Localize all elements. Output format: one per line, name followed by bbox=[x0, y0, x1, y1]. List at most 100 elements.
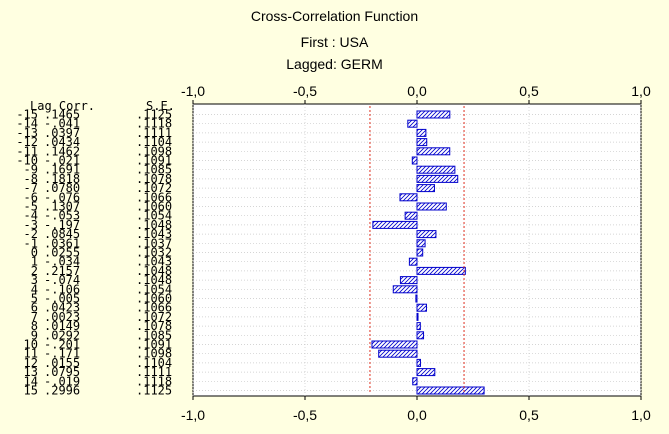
x-tick-label-top: -1,0 bbox=[181, 83, 205, 99]
ccf-bar bbox=[416, 239, 426, 248]
ccf-bar bbox=[408, 257, 418, 266]
lag-label: -14 bbox=[16, 117, 38, 131]
lag-label: 0 bbox=[31, 246, 38, 260]
ccf-bar bbox=[416, 303, 427, 312]
se-label: .1091 bbox=[136, 338, 172, 352]
se-label: .1085 bbox=[136, 328, 172, 342]
lag-label: -9 bbox=[24, 163, 38, 177]
lag-label: 14 bbox=[24, 374, 38, 388]
x-tick-label-bottom: 1,0 bbox=[631, 407, 651, 423]
lag-label: -6 bbox=[24, 190, 38, 204]
se-label: .1054 bbox=[136, 282, 172, 296]
lag-label: 4 bbox=[31, 282, 38, 296]
corr-label: -.201 bbox=[44, 338, 80, 352]
corr-label: .0149 bbox=[44, 319, 80, 333]
corr-label: .0845 bbox=[44, 227, 80, 241]
corr-label: -.034 bbox=[44, 255, 80, 269]
x-tick-label-top: -0,5 bbox=[293, 83, 317, 99]
ccf-bar bbox=[415, 294, 418, 303]
corr-label: -.106 bbox=[44, 282, 80, 296]
lag-label: 13 bbox=[24, 365, 38, 379]
x-tick-label-bottom: -1,0 bbox=[181, 407, 205, 423]
ccf-bar bbox=[416, 322, 421, 331]
lag-label: -8 bbox=[24, 172, 38, 186]
se-label: .1048 bbox=[136, 218, 172, 232]
ccf-bar bbox=[371, 340, 418, 349]
x-tick-label-top: 0,5 bbox=[519, 83, 539, 99]
se-label: .1085 bbox=[136, 163, 172, 177]
corr-label: .1307 bbox=[44, 200, 80, 214]
corr-label: -.021 bbox=[44, 154, 80, 168]
lag-label: -15 bbox=[16, 108, 38, 122]
se-label: .1054 bbox=[136, 209, 172, 223]
ccf-bar bbox=[399, 276, 418, 285]
lag-label: 2 bbox=[31, 264, 38, 278]
table-header: Lag Corr. S.E. bbox=[30, 99, 175, 113]
corr-label: .1691 bbox=[44, 163, 80, 177]
se-label: .1032 bbox=[136, 246, 172, 260]
corr-label: -.074 bbox=[44, 273, 80, 287]
ccf-bar bbox=[416, 165, 456, 174]
se-label: .1104 bbox=[136, 356, 172, 370]
lag-label: -1 bbox=[24, 236, 38, 250]
lag-label: 8 bbox=[31, 319, 38, 333]
corr-label: -.076 bbox=[44, 190, 80, 204]
lag-label: 11 bbox=[24, 347, 38, 361]
ccf-bar bbox=[416, 368, 436, 377]
ccf-bar bbox=[416, 248, 424, 257]
corr-label: .1465 bbox=[44, 108, 80, 122]
ccf-bar bbox=[392, 285, 418, 294]
chart-title: Cross-Correlation Function bbox=[250, 8, 419, 24]
x-tick-label-bottom: -0,5 bbox=[293, 407, 317, 423]
lag-label: -11 bbox=[16, 144, 38, 158]
lag-label: -2 bbox=[24, 227, 38, 241]
ccf-bar bbox=[416, 202, 447, 211]
ccf-bar bbox=[416, 386, 485, 395]
chart-subtitle-first: First : USA bbox=[300, 34, 369, 50]
se-label: .1066 bbox=[136, 301, 172, 315]
corr-label: -.197 bbox=[44, 218, 80, 232]
se-label: .1125 bbox=[136, 384, 172, 398]
lag-label: 15 bbox=[24, 384, 38, 398]
lag-label: 9 bbox=[31, 328, 38, 342]
x-tick-label-top: 1,0 bbox=[631, 83, 651, 99]
corr-label: .0023 bbox=[44, 310, 80, 324]
ccf-bar bbox=[411, 156, 418, 165]
corr-label: -.053 bbox=[44, 209, 80, 223]
se-label: .1111 bbox=[136, 365, 172, 379]
corr-label: .0795 bbox=[44, 365, 80, 379]
se-label: .1078 bbox=[136, 319, 172, 333]
corr-label: .0434 bbox=[44, 135, 80, 149]
corr-label: .2157 bbox=[44, 264, 80, 278]
ccf-bar bbox=[378, 349, 418, 358]
se-label: .1098 bbox=[136, 347, 172, 361]
se-label: .1104 bbox=[136, 135, 172, 149]
se-label: .1072 bbox=[136, 181, 172, 195]
corr-label: -.019 bbox=[44, 374, 80, 388]
lag-label: 6 bbox=[31, 301, 38, 315]
lag-label: -12 bbox=[16, 135, 38, 149]
se-label: .1037 bbox=[136, 236, 172, 250]
ccf-bar bbox=[416, 174, 459, 183]
ccf-bar bbox=[404, 211, 418, 220]
ccf-bar bbox=[399, 193, 418, 202]
x-tick-label-bottom: 0,5 bbox=[519, 407, 539, 423]
x-tick-label-bottom: 0,0 bbox=[407, 407, 427, 423]
corr-label: .2996 bbox=[44, 384, 80, 398]
se-label: .1118 bbox=[136, 117, 172, 131]
lag-label: 10 bbox=[24, 338, 38, 352]
corr-label: .1462 bbox=[44, 144, 80, 158]
ccf-bar bbox=[412, 377, 418, 386]
chart-subtitle-lagged: Lagged: GERM bbox=[286, 56, 383, 72]
lag-label: 12 bbox=[24, 356, 38, 370]
lag-label: -13 bbox=[16, 126, 38, 140]
corr-label: .0292 bbox=[44, 328, 80, 342]
se-label: .1060 bbox=[136, 292, 172, 306]
corr-label: -.171 bbox=[44, 347, 80, 361]
corr-label: -.005 bbox=[44, 292, 80, 306]
corr-label: -.041 bbox=[44, 117, 80, 131]
se-label: .1043 bbox=[136, 227, 172, 241]
lag-label: -5 bbox=[24, 200, 38, 214]
ccf-bar bbox=[416, 312, 419, 321]
se-label: .1043 bbox=[136, 255, 172, 269]
